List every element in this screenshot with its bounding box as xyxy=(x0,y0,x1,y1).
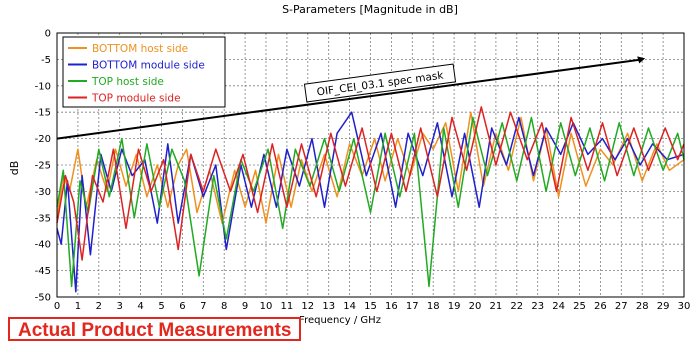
x-tick-label: 10 xyxy=(260,301,273,312)
y-tick-label: -50 xyxy=(35,293,51,304)
x-tick-label: 25 xyxy=(573,301,586,312)
x-tick-label: 7 xyxy=(200,301,206,312)
y-tick-label: -30 xyxy=(35,187,51,198)
x-tick-label: 23 xyxy=(531,301,544,312)
spec-mask-arrow xyxy=(637,56,646,64)
x-tick-label: 19 xyxy=(448,301,461,312)
x-tick-label: 13 xyxy=(322,301,335,312)
x-tick-label: 2 xyxy=(96,301,102,312)
series-lines xyxy=(56,106,685,293)
series-line-1 xyxy=(56,111,685,224)
x-tick-label: 1 xyxy=(75,301,81,312)
legend-label: BOTTOM module side xyxy=(92,60,205,72)
x-tick-label: 15 xyxy=(364,301,377,312)
x-tick-label: 6 xyxy=(179,301,185,312)
y-axis-label: dB xyxy=(8,161,21,176)
legend-label: TOP host side xyxy=(91,76,164,88)
x-tick-label: 18 xyxy=(427,301,440,312)
x-axis-label: Frequency / GHz xyxy=(299,315,381,326)
x-tick-label: 9 xyxy=(242,301,248,312)
legend-label: TOP module side xyxy=(91,93,181,105)
x-tick-label: 20 xyxy=(469,301,482,312)
x-tick-label: 14 xyxy=(343,301,356,312)
y-tick-label: -10 xyxy=(35,81,51,92)
x-tick-label: 30 xyxy=(678,301,691,312)
x-tick-label: 0 xyxy=(54,301,60,312)
plot-frame xyxy=(56,32,685,298)
product-measurements-banner: Actual Product Measurements xyxy=(8,317,302,341)
chart-title: S-Parameters [Magnitude in dB] xyxy=(282,3,458,16)
series-line-3 xyxy=(56,116,685,288)
x-tick-label: 5 xyxy=(158,301,164,312)
x-tick-label: 22 xyxy=(510,301,523,312)
tick-labels: 0 1 2 3 4 5 6 7 8 9 10 11 12 13 14 15 16 17 18 19 20 21 22 23 24… xyxy=(35,29,691,313)
legend-label: BOTTOM host side xyxy=(92,43,188,55)
x-tick-label: 8 xyxy=(221,301,227,312)
x-tick-label: 4 xyxy=(137,301,143,312)
y-tick-label: -35 xyxy=(35,213,51,224)
spec-mask-line xyxy=(56,58,643,140)
x-tick-label: 28 xyxy=(636,301,649,312)
x-tick-label: 24 xyxy=(552,301,565,312)
x-tick-label: 29 xyxy=(657,301,670,312)
x-tick-label: 21 xyxy=(490,301,503,312)
x-tick-label: 17 xyxy=(406,301,419,312)
x-tick-label: 27 xyxy=(615,301,628,312)
y-tick-label: -25 xyxy=(35,161,51,172)
y-tick-label: -15 xyxy=(35,108,51,119)
y-tick-label: -5 xyxy=(41,55,51,66)
legend: BOTTOM host side BOTTOM module side TOP ho… xyxy=(62,36,226,108)
legend-box xyxy=(62,36,226,108)
y-tick-label: -45 xyxy=(35,266,51,277)
y-tick-label: 0 xyxy=(45,29,51,40)
x-tick-label: 11 xyxy=(281,301,294,312)
x-tick-label: 26 xyxy=(594,301,607,312)
x-tick-label: 16 xyxy=(385,301,398,312)
series-line-4 xyxy=(56,106,685,261)
y-tick-label: -40 xyxy=(35,240,51,251)
spec-mask-label-box xyxy=(303,63,457,103)
x-tick-label: 3 xyxy=(117,301,123,312)
x-tick-label: 12 xyxy=(301,301,314,312)
y-tick-label: -20 xyxy=(35,134,51,145)
